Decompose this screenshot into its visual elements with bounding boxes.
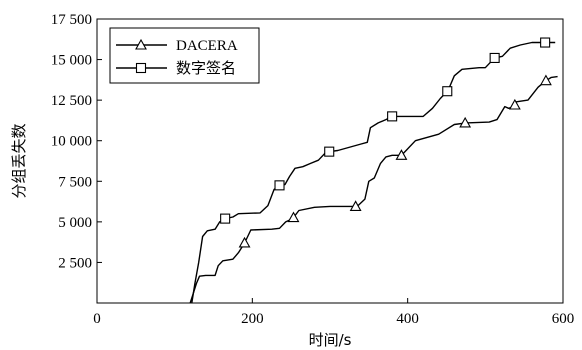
y-tick-label: 15 000 (51, 53, 92, 69)
data-point (324, 146, 335, 157)
legend-label: 数字签名 (176, 59, 236, 77)
plot-frame (96, 18, 564, 304)
data-point (442, 86, 453, 97)
axis-tick-labels: 0 200 400 600 2 500 5 000 7 500 10 000 12 500 15 … (51, 12, 575, 327)
y-axis-title: 分组丢失数 (10, 123, 28, 198)
y-tick-label: 5 000 (58, 215, 92, 231)
y-tick-label: 10 000 (51, 134, 92, 150)
x-tick-label: 0 (93, 311, 101, 327)
axis-ticks (96, 18, 564, 303)
y-tick-label: 2 500 (58, 255, 92, 271)
y-tick-label: 12 500 (51, 93, 92, 109)
legend-label: DACERA (176, 38, 238, 54)
x-axis-title: 时间/s (309, 331, 352, 349)
data-point (387, 111, 398, 122)
data-point (489, 52, 500, 63)
data-point (539, 74, 552, 86)
series-2 (191, 37, 556, 304)
y-tick-label: 17 500 (51, 12, 92, 28)
data-point (508, 98, 521, 110)
legend-entry: DACERA (116, 38, 238, 54)
legend-marker (135, 62, 147, 74)
series-1 (189, 74, 558, 304)
data-point (220, 213, 231, 224)
legend-entry: 数字签名 (116, 59, 236, 77)
legend-box (109, 27, 260, 84)
y-tick-label: 7 500 (58, 174, 92, 190)
legend-items: DACERA 数字签名 (116, 38, 238, 77)
data-point (459, 116, 472, 128)
legend: DACERA 数字签名 (109, 27, 260, 84)
x-tick-label: 400 (396, 311, 419, 327)
series-line (189, 75, 558, 304)
data-point (274, 180, 285, 191)
data-point (395, 149, 408, 160)
series-layer (189, 37, 558, 304)
x-tick-label: 600 (552, 311, 575, 327)
data-point (238, 236, 251, 248)
data-point (540, 37, 551, 48)
x-tick-label: 200 (241, 311, 264, 327)
legend-marker (135, 38, 147, 50)
data-point (287, 211, 300, 223)
data-point (349, 200, 362, 211)
